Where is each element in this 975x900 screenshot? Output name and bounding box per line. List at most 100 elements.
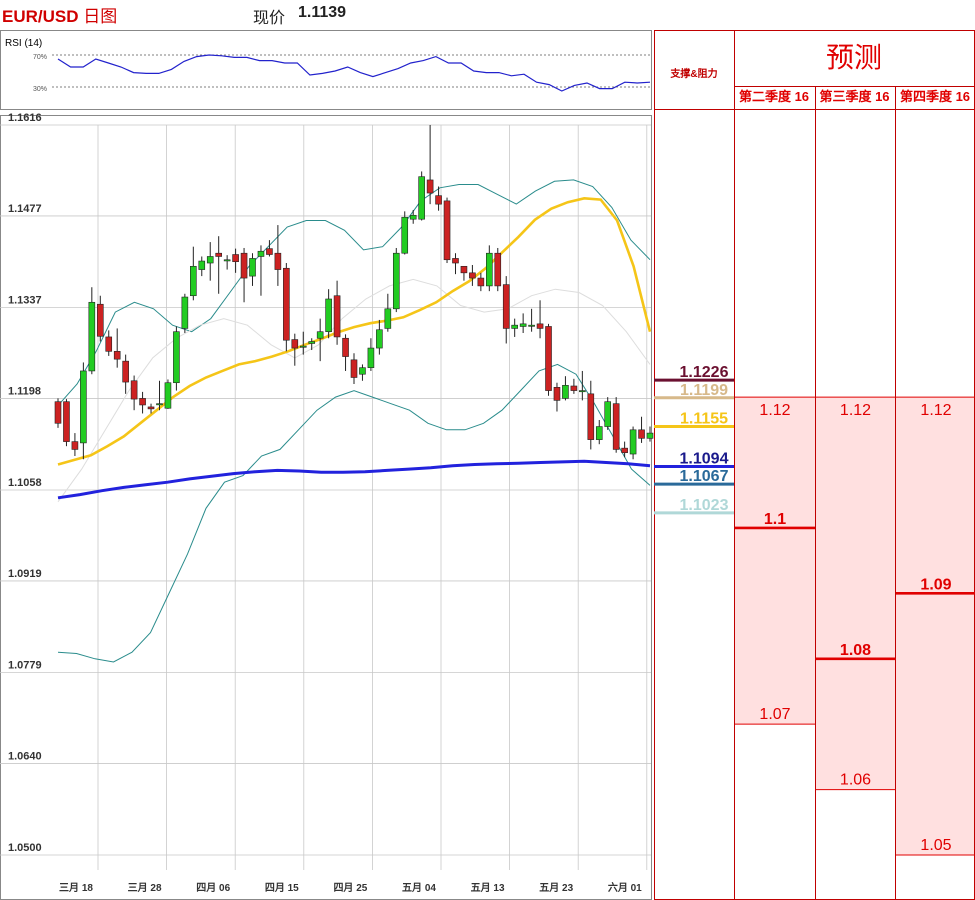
candle-body [392,252,400,310]
candle-body [266,248,273,255]
candle-body [206,256,214,264]
forecast-target-label: 1.09 [920,576,951,593]
x-tick-label: 五月 23 [539,882,573,894]
forecast-range [735,397,815,725]
candle-body [443,200,451,261]
candle-body [54,401,62,424]
rsi-level-30: 30% [33,86,47,93]
candle-body [147,406,155,410]
candle-body [494,252,502,287]
candle-body [511,324,518,329]
candle-body [587,393,595,440]
candle-body [249,258,256,277]
rsi-title: RSI (14) [5,38,42,49]
level-label: 1.1226 [680,364,729,381]
candle-body [528,324,535,327]
forecast-low-label: 1.07 [759,706,790,723]
candle-body [173,331,180,384]
rsi-level-70: 70% [33,54,47,61]
y-tick-label: 1.1616 [8,112,42,124]
candle-body [181,296,189,329]
candle-body [486,252,493,287]
candle-body [71,441,79,450]
candle-body [308,341,316,344]
chart-title: EUR/USD 日图 [2,2,117,27]
x-tick-label: 四月 15 [265,882,299,894]
forecast-high-label: 1.12 [840,402,871,419]
forecast-column-header: 第四季度 16 [900,89,970,104]
candle-body [113,351,121,360]
candle-body [223,259,231,262]
candle-body [88,301,96,372]
level-label: 1.1155 [680,411,728,428]
candle-body [359,367,366,375]
forecast-title: 预测 [826,41,882,74]
candle-body [595,426,603,440]
x-tick-label: 三月 18 [59,882,93,894]
level-label: 1.1094 [680,450,729,467]
ma-slow-line [57,459,651,500]
x-tick-label: 六月 01 [608,881,642,894]
ma-fast-line [57,196,652,466]
candle-body [376,329,383,349]
period-label: 日图 [83,7,118,26]
candle-body [553,387,561,401]
forecast-high-label: 1.12 [759,402,790,419]
candle-body [604,401,612,427]
candle-body [562,385,569,399]
candle-body [139,398,146,406]
support-resistance-header: 支撑&阻力 [669,67,717,80]
forecast-column-header: 第三季度 16 [819,89,889,104]
candle-body [96,303,104,337]
candle-body [477,277,485,287]
candle-body [80,370,87,444]
forecast-low-label: 1.05 [920,837,951,854]
candle-body [545,326,552,391]
forecast-column-header: 第二季度 16 [739,89,809,104]
rsi-panel: RSI (14) 70% 30% [0,30,652,110]
y-tick-label: 1.0919 [8,568,42,580]
candle-body [638,429,645,439]
price-chart: 1.1616 1.1477 1.1337 1.1198 1.1058 1.0919 1.07… [0,112,654,900]
level-label: 1.1023 [680,497,729,514]
candle-body [426,179,434,194]
candle-body [240,252,248,279]
y-tick-label: 1.0779 [8,660,42,672]
candle-body [350,359,358,378]
y-tick-label: 1.0500 [8,842,42,854]
candle-body [122,360,129,383]
candle-body [274,252,282,270]
candle-body [536,323,544,329]
candle-body [502,284,510,329]
candle-body [291,339,299,349]
candle-body [333,295,341,338]
level-label: 1.1067 [680,468,729,485]
candle-body [612,403,620,450]
candle-body [232,254,239,263]
level-label: 1.1199 [680,382,728,399]
candle-body [452,258,459,264]
candle-body [519,323,527,327]
support-resistance-forecast-panel: 支撑&阻力 预测 第二季度 16 第三季度 16 第四季度 16 1.12261.1… [654,30,975,900]
candle-body [215,252,222,257]
candle-body [460,265,468,274]
current-price-value: 1.1139 [298,4,347,21]
x-tick-label: 三月 28 [128,882,162,894]
y-tick-label: 1.1337 [8,295,42,307]
middle-band-line [57,278,651,503]
candle-body [367,347,375,368]
candle-body [299,345,307,348]
x-tick-label: 五月 13 [471,882,505,894]
candle-body [283,267,290,341]
x-tick-label: 四月 06 [196,882,230,894]
x-tick-label: 四月 25 [333,882,367,894]
candle-body [63,401,70,442]
candle-body [257,250,265,257]
candle-body [646,432,654,439]
y-tick-label: 1.0640 [8,750,42,762]
candle-body [409,214,417,220]
candle-body [629,429,637,455]
candle-body [316,331,324,339]
candle-body [105,336,113,352]
candle-body [469,272,476,279]
